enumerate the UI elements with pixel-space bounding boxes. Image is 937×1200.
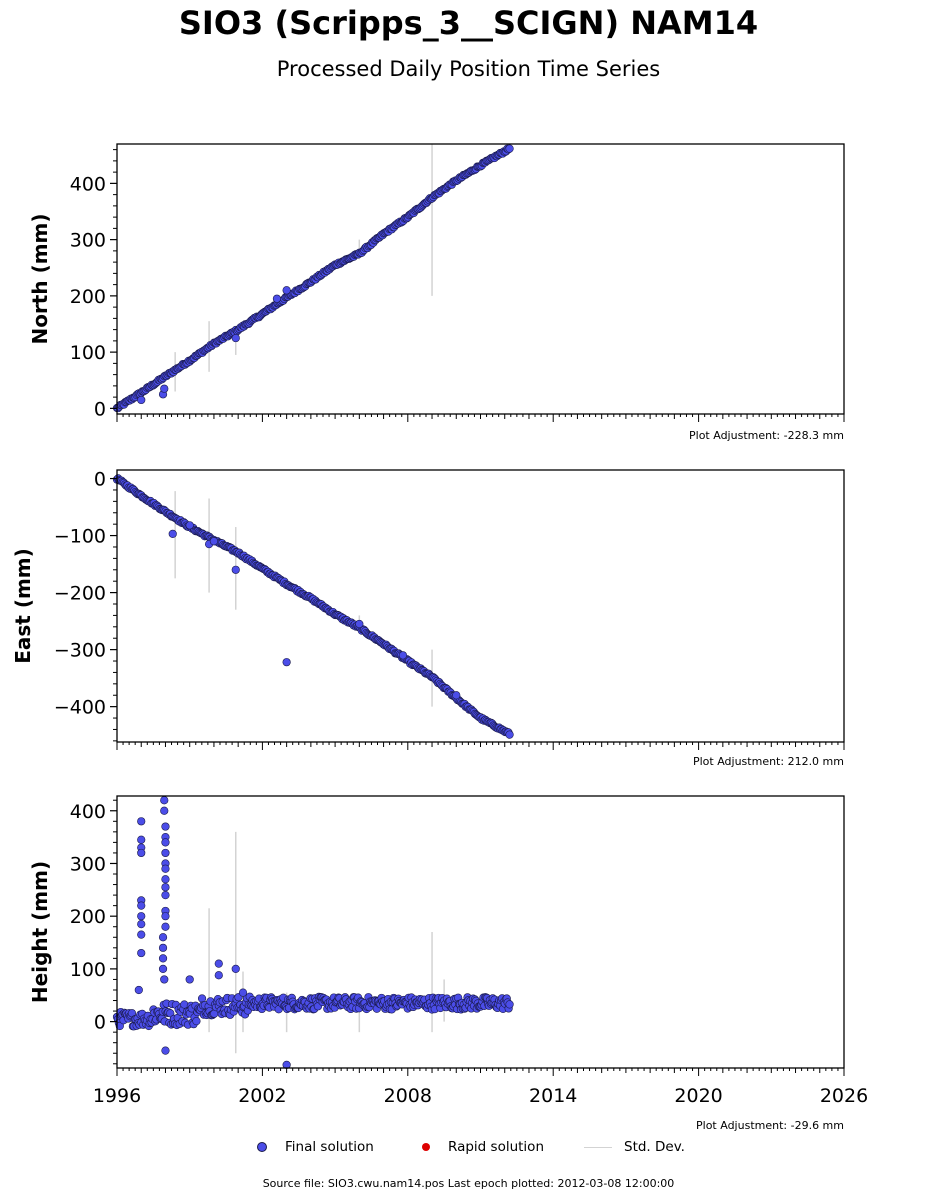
height-outlier-point [137, 912, 146, 921]
north-y-tick-label: 200 [70, 286, 106, 308]
chart-title: SIO3 (Scripps_3__SCIGN) NAM14 [178, 4, 759, 42]
north-y-tick-label: 100 [70, 342, 106, 364]
height-y-tick-label: 400 [70, 801, 106, 823]
height-outlier-point [185, 975, 194, 984]
height-plot-adjustment: Plot Adjustment: -29.6 mm [696, 1119, 844, 1132]
final-solution-marker-icon [257, 1142, 267, 1152]
rapid-solution-marker-icon [422, 1143, 430, 1151]
north-outlier-point [231, 333, 240, 343]
north-y-tick-label: 400 [70, 173, 106, 195]
height-outlier-point [161, 864, 170, 873]
north-plot-frame [116, 143, 845, 415]
east-y-tick-label: −200 [54, 583, 106, 605]
chart-subtitle: Processed Daily Position Time Series [276, 57, 661, 81]
height-outlier-point [134, 985, 143, 995]
height-outlier-point [161, 883, 170, 892]
height-outlier-point [161, 1046, 170, 1055]
height-y-tick-label: 200 [70, 906, 106, 928]
height-outlier-point [160, 975, 169, 984]
east-outlier-point [282, 658, 291, 667]
east-plot-frame [116, 469, 845, 743]
east-outlier-point [355, 619, 364, 629]
east-y-tick-label: −100 [54, 526, 106, 548]
height-outlier-point [214, 959, 223, 968]
height-data-point [115, 1021, 124, 1031]
east-outlier-point [452, 691, 461, 700]
east-plot-adjustment: Plot Adjustment: 212.0 mm [692, 755, 844, 768]
height-data-point [192, 1017, 201, 1026]
height-outlier-point [137, 948, 146, 958]
east-y-tick-label: −300 [54, 640, 106, 662]
north-outlier-point [272, 294, 282, 303]
north-y-tick-label: 0 [94, 398, 106, 420]
height-outlier-point [137, 919, 146, 929]
height-y-axis-label: Height (mm) [28, 861, 52, 1003]
height-outlier-point [161, 891, 170, 900]
x-tick-label: 2020 [674, 1085, 722, 1107]
east-outlier-point [185, 521, 194, 530]
height-outlier-point [137, 930, 146, 939]
height-outlier-point [137, 848, 146, 858]
north-outlier-point [282, 286, 291, 295]
height-y-tick-label: 100 [70, 959, 106, 981]
height-outlier-point [158, 964, 168, 973]
x-tick-label: 2026 [820, 1085, 868, 1107]
legend-rapid-label: Rapid solution [448, 1139, 544, 1155]
source-footer: Source file: SIO3.cwu.nam14.pos Last epo… [262, 1177, 675, 1190]
height-outlier-point [161, 848, 170, 858]
height-y-tick-label: 300 [70, 853, 106, 875]
x-tick-label: 1996 [93, 1085, 141, 1107]
height-plot-frame [116, 795, 845, 1069]
north-data-point [505, 144, 514, 153]
east-y-tick-label: −400 [54, 697, 106, 719]
legend-rapid: Rapid solution [422, 1136, 544, 1158]
legend: Final solution Rapid solution Std. Dev. [250, 1136, 710, 1158]
east-outlier-point [398, 651, 408, 660]
height-outlier-point [137, 817, 146, 826]
height-outlier-point [161, 875, 170, 884]
height-outlier-point [160, 796, 169, 805]
north-outlier-point [137, 395, 146, 405]
east-outlier-point [231, 565, 240, 574]
height-outlier-point [161, 912, 170, 921]
height-outlier-point [161, 838, 170, 847]
east-y-tick-label: 0 [94, 469, 106, 491]
east-outlier-point [168, 529, 177, 538]
height-y-tick-label: 0 [94, 1012, 106, 1034]
height-outlier-point [158, 954, 168, 963]
height-outlier-point [161, 922, 170, 931]
north-plot-adjustment: Plot Adjustment: -228.3 mm [689, 429, 844, 442]
height-outlier-point [137, 835, 146, 844]
legend-std: Std. Dev. [584, 1136, 685, 1158]
height-outlier-point [158, 943, 168, 952]
height-outlier-point [158, 933, 168, 942]
time-series-plots: 0 100 200 300 400 North (mm) 0 −100 −200 −300 −400… [11, 143, 868, 1107]
std-dev-line-icon [584, 1146, 612, 1148]
x-tick-label: 2008 [384, 1085, 432, 1107]
legend-std-label: Std. Dev. [624, 1139, 685, 1155]
east-outlier-point [209, 537, 219, 546]
north-y-axis-label: North (mm) [28, 213, 52, 344]
north-outlier-point [160, 384, 169, 393]
x-tick-label: 2014 [529, 1085, 577, 1107]
height-data-point [166, 1009, 175, 1018]
height-outlier-point [161, 822, 170, 831]
legend-final: Final solution [257, 1136, 374, 1158]
height-outlier-point [238, 988, 248, 997]
height-data-point [505, 1000, 514, 1009]
height-outlier-point [231, 964, 240, 973]
x-tick-label: 2002 [238, 1085, 286, 1107]
height-outlier-point [214, 971, 223, 980]
east-data-point [505, 730, 514, 739]
legend-final-label: Final solution [285, 1139, 374, 1155]
east-y-axis-label: East (mm) [11, 548, 35, 664]
height-outlier-point [160, 806, 169, 815]
north-y-tick-label: 300 [70, 230, 106, 252]
height-outlier-point [137, 901, 146, 910]
